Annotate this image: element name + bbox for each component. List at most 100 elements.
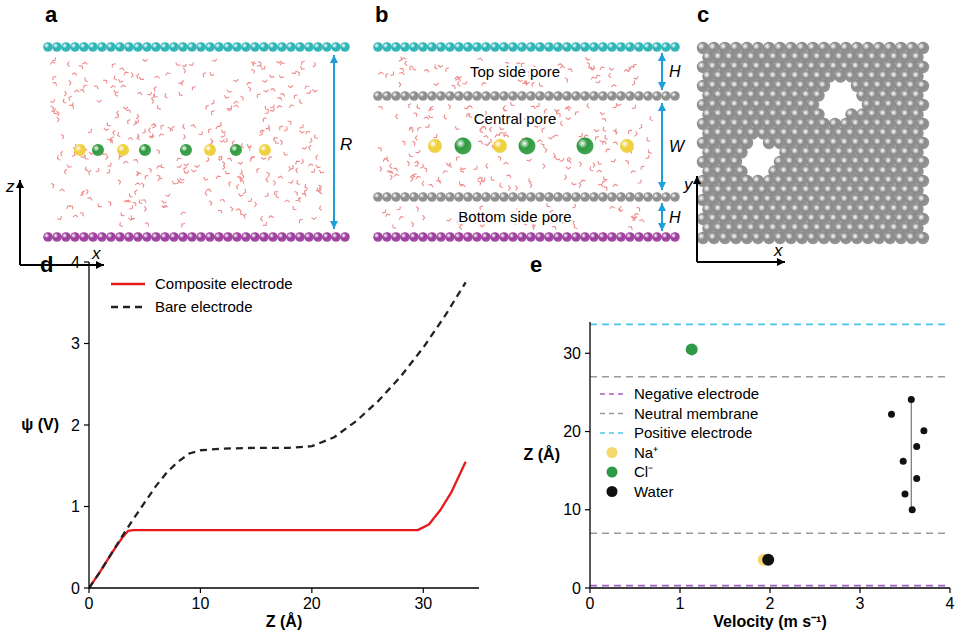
atom <box>88 42 98 52</box>
atom <box>409 91 419 101</box>
series-line <box>89 462 466 588</box>
water-molecule <box>84 85 88 88</box>
water-molecule <box>627 67 630 72</box>
water-molecule <box>596 75 600 78</box>
water-molecule <box>579 183 581 188</box>
water-molecule <box>527 159 532 161</box>
water-molecule <box>591 77 596 79</box>
water-molecule <box>302 61 305 65</box>
water-molecule <box>236 209 241 211</box>
atom <box>589 192 599 202</box>
atom <box>519 138 536 155</box>
water-molecule <box>379 72 384 74</box>
atom <box>250 232 260 242</box>
atom <box>643 91 653 101</box>
water-molecule <box>302 147 307 150</box>
water-molecule <box>147 92 152 95</box>
water-molecule <box>537 140 542 142</box>
reference-line <box>590 532 950 534</box>
y-axis-title: ψ (V) <box>21 416 59 433</box>
atom <box>463 232 473 242</box>
water-molecule <box>61 134 64 139</box>
water-molecule <box>649 149 652 153</box>
water-molecule <box>121 212 125 216</box>
water-molecule <box>634 214 639 217</box>
arrow-line <box>333 55 335 229</box>
x-tick-label: 3 <box>856 595 865 612</box>
figure: aRxzbTop side poreCentral poreBottom sid… <box>0 0 960 631</box>
x-tick <box>88 588 89 593</box>
water-molecule <box>477 58 482 61</box>
atom <box>607 91 617 101</box>
water-molecule <box>57 216 61 219</box>
water-molecule <box>266 128 270 131</box>
axis-letter: z <box>5 177 15 196</box>
water-molecule <box>137 173 142 176</box>
atom <box>526 232 536 242</box>
atom <box>535 91 545 101</box>
water-molecule <box>69 206 73 210</box>
water-molecule <box>254 202 256 207</box>
atom <box>160 232 170 242</box>
atom <box>322 42 332 52</box>
atom <box>445 91 455 101</box>
water-molecule <box>632 216 637 219</box>
atom <box>391 232 401 242</box>
water-molecule <box>177 179 179 184</box>
water-molecule <box>399 72 404 75</box>
water-molecule <box>618 209 623 211</box>
water-molecule <box>316 165 321 168</box>
point <box>762 554 774 566</box>
x-tick <box>949 588 950 593</box>
water-molecule <box>319 185 322 190</box>
water-molecule <box>97 100 102 102</box>
water-molecule <box>593 163 595 168</box>
water-molecule <box>541 144 544 148</box>
y-tick-label: 20 <box>563 423 581 440</box>
x-tick-label: 0 <box>85 595 94 612</box>
water-molecule <box>172 126 175 131</box>
water-molecule <box>124 200 129 202</box>
atom <box>616 91 626 101</box>
water-molecule <box>639 124 642 129</box>
atom <box>391 42 401 52</box>
water-molecule <box>288 180 293 183</box>
water-molecule <box>468 106 473 108</box>
water-molecule <box>569 158 571 163</box>
water-molecule <box>610 206 615 208</box>
atom <box>607 232 617 242</box>
atom <box>205 42 215 52</box>
water-molecule <box>142 129 145 134</box>
water-molecule <box>424 70 429 73</box>
water-molecule <box>123 161 128 163</box>
atom <box>571 91 581 101</box>
arrow-head <box>658 82 666 90</box>
atom <box>499 91 509 101</box>
water-molecule <box>240 170 243 175</box>
atom <box>752 232 764 244</box>
atom <box>196 232 206 242</box>
water-molecule <box>85 156 89 159</box>
water-molecule <box>455 76 458 80</box>
atom <box>340 42 350 52</box>
y-tick <box>84 343 89 344</box>
water-molecule <box>446 68 449 72</box>
water-molecule <box>532 82 535 87</box>
water-molecule <box>151 124 156 126</box>
water-molecule <box>219 139 224 142</box>
y-axis-title: Z (Å) <box>524 445 560 463</box>
water-molecule <box>51 108 55 111</box>
water-molecule <box>139 77 144 80</box>
water-molecule <box>249 146 251 151</box>
arrow-head <box>658 53 666 61</box>
water-molecule <box>72 73 77 75</box>
water-molecule <box>134 120 137 125</box>
atom <box>331 42 341 52</box>
atom <box>428 139 442 153</box>
water-molecule <box>463 81 468 84</box>
water-molecule <box>161 125 164 129</box>
water-molecule <box>60 189 65 191</box>
atom <box>526 192 536 202</box>
atom <box>553 91 563 101</box>
atom <box>643 192 653 202</box>
